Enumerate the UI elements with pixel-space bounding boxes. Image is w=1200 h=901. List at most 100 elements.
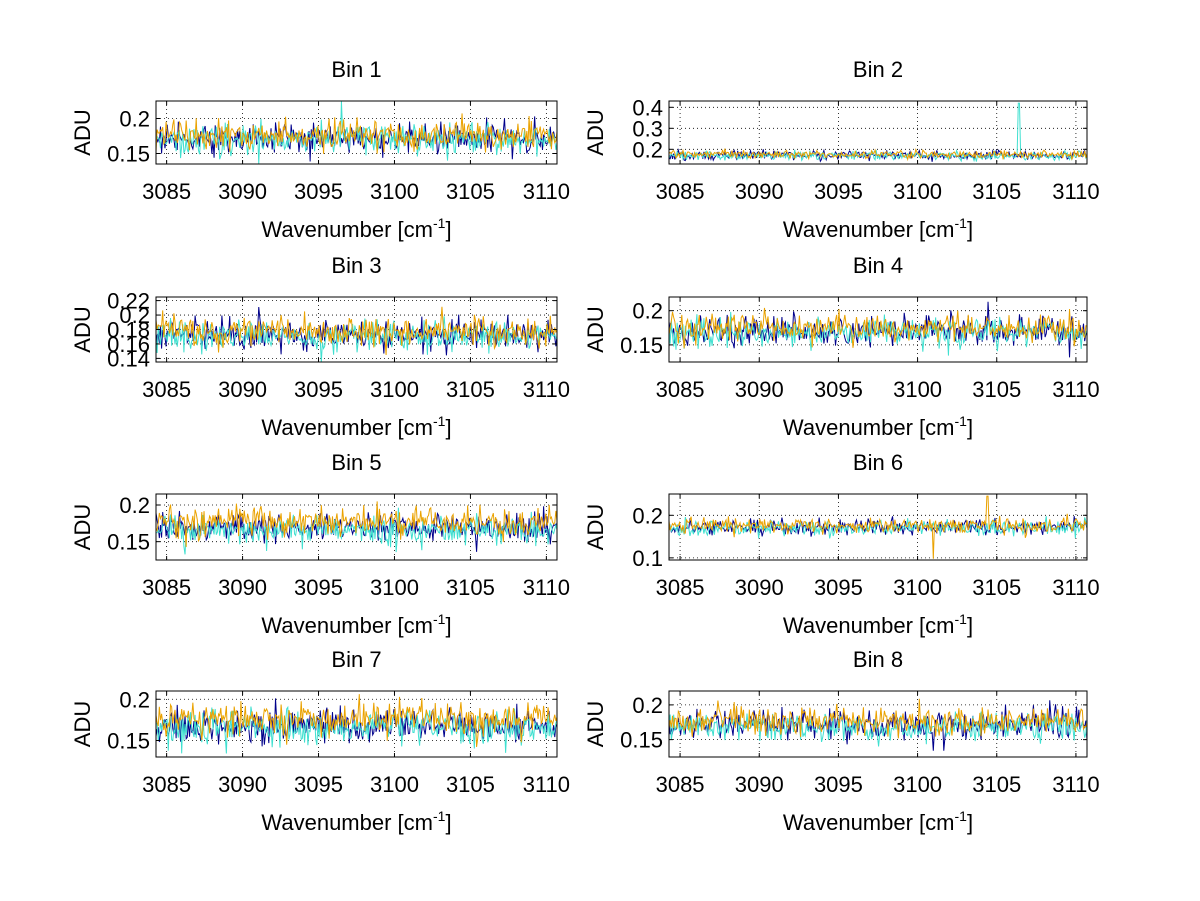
x-axis-label: Wavenumber [cm-1] — [261, 413, 451, 440]
series-line-1 — [156, 698, 557, 747]
series-line-3 — [156, 694, 557, 748]
y-tick-label: 0.4 — [632, 95, 663, 120]
series-line-3 — [669, 495, 1087, 559]
y-tick-label: 0.2 — [119, 303, 150, 328]
panel-3: 3085 3090 3095 3100 3105 3110 0.140.160.180.20… — [70, 253, 570, 440]
x-tick-label: 3085 — [656, 377, 705, 402]
x-tick-label: 3090 — [218, 179, 267, 204]
panel-title: Bin 4 — [853, 253, 903, 278]
x-tick-label: 3100 — [370, 179, 419, 204]
series-line-2 — [669, 102, 1087, 163]
x-tick-label: 3110 — [1052, 772, 1099, 797]
panel-5: 3085 3090 3095 3100 3105 3110 0.15 0.2 Bin 5 Wave… — [70, 450, 570, 638]
series-line-2 — [669, 311, 1087, 356]
x-tick-label: 3100 — [893, 179, 942, 204]
x-tick-label: 3110 — [1052, 575, 1099, 600]
x-tick-label: 3085 — [142, 377, 191, 402]
series-group — [156, 501, 557, 555]
x-tick-label: 3105 — [972, 377, 1021, 402]
y-tick-label: 0.15 — [107, 142, 150, 167]
x-tick-label: 3085 — [142, 575, 191, 600]
x-tick-label: 3090 — [735, 377, 784, 402]
y-tick-label: 0.15 — [620, 728, 663, 753]
x-tick-label: 3105 — [972, 575, 1021, 600]
x-axis-label: Wavenumber [cm-1] — [783, 413, 973, 440]
panel-7: 3085 3090 3095 3100 3105 3110 0.15 0.2 Bin 7 Wave… — [70, 647, 570, 835]
y-axis-label: ADU — [583, 109, 608, 155]
x-tick-label: 3110 — [523, 575, 570, 600]
series-line-3 — [156, 501, 557, 548]
axes-box — [668, 296, 1088, 363]
series-group — [156, 101, 557, 164]
x-tick-label: 3090 — [218, 772, 267, 797]
panel-1: 3085 3090 3095 3100 3105 3110 0.15 0.2 Bin 1 Wave… — [70, 57, 570, 242]
x-tick-label: 3090 — [735, 575, 784, 600]
x-tick-label: 3085 — [656, 575, 705, 600]
x-tick-label: 3100 — [370, 772, 419, 797]
x-tick-label: 3100 — [893, 575, 942, 600]
series-group — [669, 301, 1087, 358]
series-group — [156, 694, 557, 754]
x-tick-label: 3100 — [893, 772, 942, 797]
panel-2: 3085 3090 3095 3100 3105 3110 0.20.30.4 Bin 2 Wa… — [583, 57, 1100, 242]
x-tick-label: 3085 — [142, 772, 191, 797]
x-axis-label: Wavenumber [cm-1] — [261, 215, 451, 242]
axes-box — [668, 690, 1088, 758]
x-axis-label: Wavenumber [cm-1] — [261, 808, 451, 835]
x-tick-label: 3105 — [972, 179, 1021, 204]
y-tick-label: 0.2 — [119, 493, 150, 518]
x-axis-label: Wavenumber [cm-1] — [261, 611, 451, 638]
y-tick-label: 0.14 — [107, 346, 150, 371]
x-tick-label: 3090 — [735, 179, 784, 204]
x-tick-label: 3100 — [893, 377, 942, 402]
x-tick-label: 3090 — [218, 377, 267, 402]
y-axis-label: ADU — [70, 701, 95, 747]
y-tick-label: 0.15 — [107, 729, 150, 754]
x-axis-label: Wavenumber [cm-1] — [783, 215, 973, 242]
y-axis-label: ADU — [70, 306, 95, 352]
y-tick-label: 0.22 — [107, 289, 150, 314]
x-tick-label: 3100 — [370, 377, 419, 402]
panel-title: Bin 1 — [331, 57, 381, 82]
x-tick-label: 3105 — [446, 377, 495, 402]
x-tick-label: 3105 — [446, 772, 495, 797]
x-tick-label: 3110 — [1052, 377, 1099, 402]
y-axis-label: ADU — [583, 701, 608, 747]
x-tick-label: 3095 — [814, 575, 863, 600]
panel-title: Bin 8 — [853, 647, 903, 672]
y-axis-label: ADU — [583, 504, 608, 550]
x-tick-label: 3095 — [814, 377, 863, 402]
series-group — [669, 698, 1087, 751]
panel-title: Bin 2 — [853, 57, 903, 82]
x-tick-label: 3085 — [142, 179, 191, 204]
axes-box — [155, 493, 558, 561]
axes-box — [155, 690, 558, 758]
panel-title: Bin 6 — [853, 450, 903, 475]
panel-8: 3085 3090 3095 3100 3105 3110 0.15 0.2 Bin 8 Wave… — [583, 647, 1100, 835]
x-tick-label: 3095 — [814, 772, 863, 797]
series-line-3 — [669, 698, 1087, 739]
x-tick-label: 3105 — [446, 179, 495, 204]
x-tick-label: 3105 — [446, 575, 495, 600]
series-line-3 — [156, 113, 557, 154]
x-tick-label: 3095 — [814, 179, 863, 204]
y-tick-label: 0.2 — [632, 137, 663, 162]
y-tick-label: 0.2 — [632, 693, 663, 718]
x-axis-label: Wavenumber [cm-1] — [783, 808, 973, 835]
panel-title: Bin 5 — [331, 450, 381, 475]
series-line-3 — [669, 307, 1087, 349]
y-axis-label: ADU — [70, 109, 95, 155]
x-tick-label: 3110 — [1052, 179, 1099, 204]
x-tick-label: 3085 — [656, 772, 705, 797]
x-tick-label: 3105 — [972, 772, 1021, 797]
panel-title: Bin 7 — [331, 647, 381, 672]
x-tick-label: 3110 — [523, 772, 570, 797]
series-line-1 — [669, 700, 1087, 751]
series-group — [669, 495, 1087, 559]
x-tick-label: 3095 — [294, 772, 343, 797]
series-group — [669, 102, 1087, 163]
series-line-2 — [156, 705, 557, 754]
x-tick-label: 3110 — [523, 179, 570, 204]
y-tick-label: 0.3 — [632, 116, 663, 141]
